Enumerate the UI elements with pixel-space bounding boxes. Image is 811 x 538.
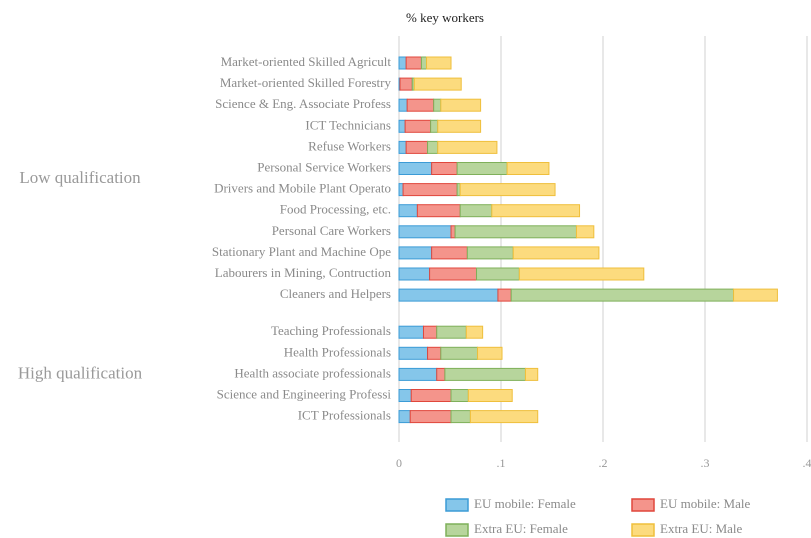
- bar-segment: [398, 246, 433, 260]
- bar-segment: [410, 389, 452, 402]
- bar-segment: [398, 288, 499, 302]
- bar-segment: [469, 410, 539, 424]
- group-label: High qualification: [18, 363, 143, 382]
- bar-segment: [402, 183, 458, 197]
- y-tick-label: Market-oriented Skilled Forestry: [220, 75, 392, 90]
- bar-segment: [398, 367, 438, 381]
- bar-segment: [524, 367, 539, 381]
- y-tick-label: Personal Care Workers: [272, 223, 391, 238]
- bar-segment: [450, 410, 471, 424]
- bar-segment: [459, 183, 556, 197]
- bar-segment: [450, 225, 456, 239]
- bar-segment: [437, 140, 498, 154]
- bar-segment: [398, 267, 431, 281]
- y-tick-label: ICT Technicians: [305, 117, 391, 132]
- bar-segment: [398, 56, 407, 70]
- x-tick-label: .1: [497, 456, 506, 470]
- bar-segment: [476, 267, 520, 281]
- bar-segment: [518, 267, 645, 281]
- bar-segment: [416, 204, 461, 218]
- bar-segment: [420, 56, 428, 70]
- bar-segment: [431, 162, 458, 175]
- legend-label: Extra EU: Male: [660, 521, 743, 536]
- bar-segment: [459, 204, 493, 218]
- bar-segment: [440, 98, 482, 112]
- bar-segment: [406, 98, 435, 112]
- legend-swatch: [445, 523, 469, 537]
- y-tick-label: Science & Eng. Associate Profess: [215, 96, 391, 111]
- bar-segment: [430, 119, 439, 133]
- y-tick-label: Cleaners and Helpers: [280, 286, 391, 301]
- bar-segment: [467, 389, 513, 402]
- bar-segment: [398, 183, 404, 197]
- bar-segment: [512, 246, 600, 260]
- bar-segment: [427, 140, 439, 154]
- bar-segment: [436, 325, 467, 339]
- bar-segment: [398, 140, 407, 154]
- bar-segment: [456, 162, 508, 175]
- bar-segment: [398, 325, 424, 339]
- legend-swatch: [445, 498, 469, 512]
- bar-segment: [575, 225, 595, 239]
- bar-segment: [398, 162, 433, 175]
- bar-segment: [454, 225, 577, 239]
- x-tick-label: .4: [803, 456, 811, 470]
- bar-segment: [405, 56, 422, 70]
- bar-segment: [436, 367, 446, 381]
- bar-segment: [497, 288, 512, 302]
- y-tick-label: ICT Professionals: [298, 408, 391, 423]
- x-tick-label: .3: [701, 456, 710, 470]
- y-tick-label: Labourers in Mining, Contruction: [215, 265, 392, 280]
- y-tick-label: Food Processing, etc.: [280, 202, 391, 217]
- bar-segment: [413, 77, 462, 91]
- bar-segment: [444, 367, 526, 381]
- y-tick-label: Market-oriented Skilled Agricult: [221, 54, 392, 69]
- bar-segment: [399, 77, 413, 91]
- x-tick-label: 0: [396, 456, 402, 470]
- bar-segment: [433, 98, 442, 112]
- bar-segment: [422, 325, 438, 339]
- y-tick-label: Stationary Plant and Machine Ope: [212, 244, 391, 259]
- y-tick-label: Science and Engineering Professi: [217, 386, 392, 401]
- bar-segment: [398, 225, 452, 239]
- bar-segment: [398, 389, 412, 402]
- bar-segment: [429, 267, 478, 281]
- bar-segment: [426, 56, 452, 70]
- y-tick-label: Refuse Workers: [308, 138, 391, 153]
- bar-segment: [409, 410, 452, 424]
- bar-segment: [398, 410, 411, 424]
- bar-segment: [506, 162, 550, 175]
- y-tick-label: Personal Service Workers: [257, 159, 391, 174]
- y-tick-label: Health associate professionals: [234, 365, 391, 380]
- bar-segment: [405, 140, 429, 154]
- chart-title: % key workers: [406, 10, 484, 25]
- legend-label: Extra EU: Female: [474, 521, 568, 536]
- bar-segment: [398, 346, 429, 360]
- bar-segment: [491, 204, 581, 218]
- bar-segment: [427, 346, 442, 360]
- y-tick-label: Drivers and Mobile Plant Operato: [214, 181, 391, 196]
- bar-segment: [465, 325, 484, 339]
- bar-segment: [450, 389, 469, 402]
- bar-segment: [404, 119, 432, 133]
- group-label: Low qualification: [19, 168, 141, 187]
- legend-swatch: [631, 523, 655, 537]
- y-tick-label: Health Professionals: [284, 344, 391, 359]
- bar-segment: [398, 119, 406, 133]
- legend-swatch: [631, 498, 655, 512]
- bar-segment: [466, 246, 514, 260]
- bar-segment: [398, 98, 408, 112]
- bar-segment: [510, 288, 735, 302]
- bar-segment: [440, 346, 479, 360]
- bar-segment: [398, 204, 418, 218]
- bar-segment: [477, 346, 503, 360]
- legend-label: EU mobile: Female: [474, 496, 576, 511]
- bar-segment: [437, 119, 482, 133]
- bar-segment: [431, 246, 468, 260]
- x-tick-label: .2: [599, 456, 608, 470]
- legend-label: EU mobile: Male: [660, 496, 750, 511]
- y-tick-label: Teaching Professionals: [271, 323, 391, 338]
- bar-segment: [733, 288, 778, 302]
